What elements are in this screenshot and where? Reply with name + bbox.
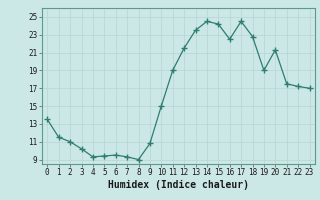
- X-axis label: Humidex (Indice chaleur): Humidex (Indice chaleur): [108, 180, 249, 190]
